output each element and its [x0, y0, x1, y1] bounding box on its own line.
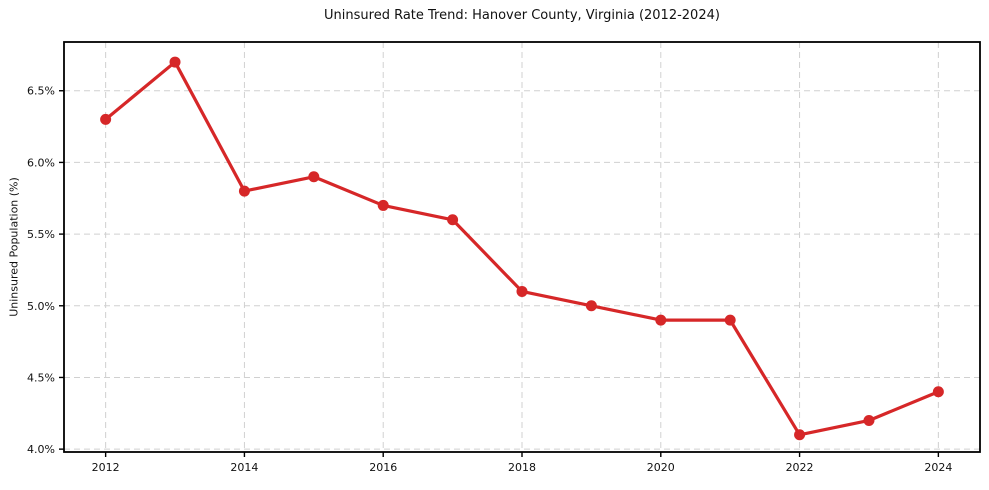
chart-title: Uninsured Rate Trend: Hanover County, Vi… — [324, 8, 720, 23]
data-point-marker — [724, 314, 736, 326]
y-tick-label: 5.5% — [27, 228, 55, 241]
data-point-marker — [863, 414, 875, 426]
data-point-marker — [100, 113, 112, 125]
x-tick-label: 2024 — [924, 461, 952, 474]
y-tick-label: 4.0% — [27, 443, 55, 456]
data-point-marker — [585, 300, 597, 312]
x-tick-label: 2014 — [230, 461, 258, 474]
data-point-marker — [794, 429, 806, 441]
y-tick-label: 6.0% — [27, 156, 55, 169]
y-tick-label: 5.0% — [27, 300, 55, 313]
y-tick-label: 6.5% — [27, 85, 55, 98]
y-tick-label: 4.5% — [27, 371, 55, 384]
x-tick-label: 2022 — [786, 461, 814, 474]
data-point-marker — [516, 285, 528, 297]
x-tick-label: 2016 — [369, 461, 397, 474]
data-point-marker — [238, 185, 250, 197]
data-point-marker — [655, 314, 667, 326]
data-point-marker — [932, 386, 944, 398]
data-point-marker — [377, 199, 389, 211]
data-point-marker — [308, 171, 320, 183]
x-tick-label: 2012 — [92, 461, 120, 474]
data-point-marker — [447, 214, 459, 226]
x-tick-label: 2020 — [647, 461, 675, 474]
data-point-marker — [169, 56, 181, 68]
x-tick-label: 2018 — [508, 461, 536, 474]
